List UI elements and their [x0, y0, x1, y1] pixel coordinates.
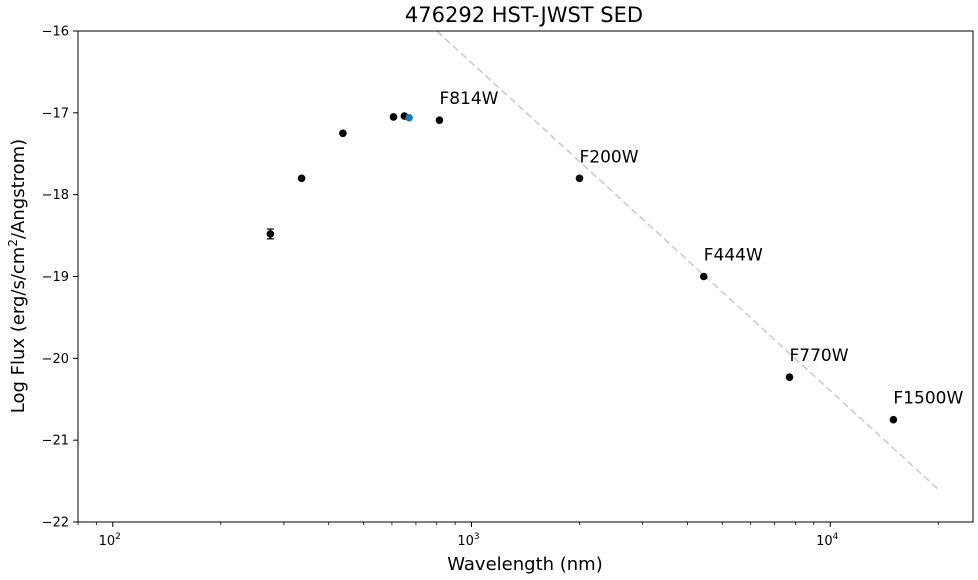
annotation-f814w: F814W	[439, 89, 498, 109]
annotation-f1500w: F1500W	[893, 389, 963, 409]
y-tick-label: −21	[42, 434, 69, 449]
y-tick-label: −22	[42, 516, 69, 531]
y-axis-label-suffix: /Angstrom)	[8, 139, 29, 239]
y-axis-label-superscript: 2	[6, 239, 20, 247]
data-point-s0-9	[889, 415, 898, 424]
data-point-s0-1	[297, 174, 306, 183]
y-tick-label: −17	[42, 106, 69, 121]
data-point-s0-5	[435, 116, 444, 124]
data-point-s0-0	[266, 230, 275, 238]
reference-line	[436, 30, 939, 490]
plot-frame	[77, 30, 974, 523]
data-point-s0-8	[785, 373, 794, 381]
annotation-f444w: F444W	[704, 246, 763, 266]
y-tick-label: −20	[42, 352, 69, 367]
x-axis-label: Wavelength (nm)	[447, 554, 603, 575]
y-axis-label: Log Flux (erg/s/cm2/Angstrom)	[6, 139, 29, 413]
y-tick-label: −18	[42, 188, 69, 203]
data-point-s0-2	[339, 129, 347, 138]
axes: −22 −21 −20 −19 −18 −17 −16 102 103 104	[42, 25, 939, 549]
x-tick-label: 104	[816, 532, 839, 549]
annotation-f200w: F200W	[579, 147, 638, 167]
x-tick-label: 102	[99, 532, 121, 549]
x-tick-label: 103	[457, 532, 479, 549]
data-point-s0-6	[575, 174, 584, 183]
data-point-s1-0	[405, 113, 413, 122]
y-tick-label: −19	[42, 270, 69, 285]
data-point-s0-7	[699, 272, 708, 281]
y-axis-label-prefix: Log Flux (erg/s/cm	[8, 247, 29, 414]
plot-area: F814W F200W F444W F770W F1500W	[266, 30, 963, 490]
chart-title: 476292 HST-JWST SED	[405, 3, 643, 27]
data-point-s0-3	[389, 113, 398, 121]
y-tick-label: −16	[42, 25, 69, 40]
annotation-f770w: F770W	[790, 346, 849, 366]
